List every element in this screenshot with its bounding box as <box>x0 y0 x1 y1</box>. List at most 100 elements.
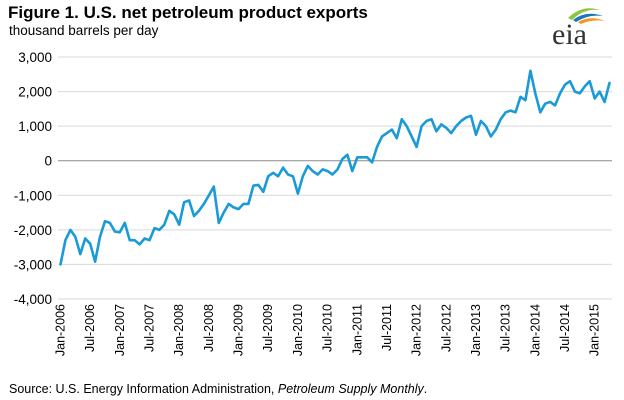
data-point <box>307 165 309 167</box>
data-point <box>247 203 249 205</box>
logo-swoosh-orange <box>578 18 605 24</box>
x-tick-label: Jul-2012 <box>439 304 453 352</box>
data-point <box>584 85 586 87</box>
data-point <box>173 213 175 215</box>
data-point <box>252 184 254 186</box>
data-point <box>549 101 551 103</box>
data-point <box>406 125 408 127</box>
data-point <box>218 222 220 224</box>
data-point <box>242 203 244 205</box>
data-point <box>148 239 150 241</box>
data-point <box>297 192 299 194</box>
data-point <box>411 135 413 137</box>
data-point <box>579 92 581 94</box>
data-point <box>351 170 353 172</box>
data-point <box>129 239 131 241</box>
data-point <box>495 128 497 130</box>
data-point <box>119 231 121 233</box>
data-point <box>564 84 566 86</box>
data-point <box>84 237 86 239</box>
data-point <box>326 170 328 172</box>
x-tick-label: Jan-2011 <box>350 304 364 355</box>
data-point <box>168 210 170 212</box>
data-point <box>143 237 145 239</box>
data-point <box>346 154 348 156</box>
data-point <box>74 236 76 238</box>
data-point <box>430 118 432 120</box>
data-point <box>104 220 106 222</box>
data-point <box>272 172 274 174</box>
data-point <box>529 70 531 72</box>
chart-title: Figure 1. U.S. net petroleum product exp… <box>8 3 368 22</box>
data-point <box>262 191 264 193</box>
data-point <box>401 118 403 120</box>
data-point <box>519 96 521 98</box>
data-point <box>500 118 502 120</box>
y-tick-label: 1,000 <box>18 119 52 134</box>
data-point <box>114 230 116 232</box>
data-point <box>312 170 314 172</box>
x-tick-label: Jan-2007 <box>113 304 127 356</box>
x-tick-label: Jul-2007 <box>143 304 157 352</box>
y-axis-tick-labels: -4,000 -3,000 -2,000 -1,000 0 1,000 2,000 3,000 <box>14 50 52 307</box>
data-point <box>396 137 398 139</box>
y-tick-label: 3,000 <box>18 50 52 65</box>
data-point <box>450 132 452 134</box>
data-point <box>475 134 477 136</box>
data-point <box>178 224 180 226</box>
logo-swoosh-blue <box>573 13 603 22</box>
data-point <box>89 243 91 245</box>
data-point <box>386 132 388 134</box>
data-point <box>287 173 289 175</box>
eia-logo-icon: eia <box>552 8 605 50</box>
data-point <box>188 199 190 201</box>
x-tick-label: Jul-2014 <box>558 304 572 352</box>
data-point <box>223 211 225 213</box>
data-point <box>460 120 462 122</box>
source-suffix: . <box>423 382 428 396</box>
x-axis-tick-labels: Jan-2006 Jul-2006 Jan-2007 Jul-2007 Jan-2008… <box>53 304 601 356</box>
data-point <box>490 135 492 137</box>
data-point <box>257 184 259 186</box>
data-point <box>94 261 96 263</box>
data-point <box>282 166 284 168</box>
source-prefix: Source: U.S. Energy Information Administ… <box>9 382 278 396</box>
source-note: Source: U.S. Energy Information Administ… <box>9 382 427 396</box>
data-point <box>435 130 437 132</box>
x-tick-label: Jan-2008 <box>172 304 186 356</box>
data-point <box>198 210 200 212</box>
data-point <box>193 215 195 217</box>
data-point <box>514 111 516 113</box>
data-point <box>292 175 294 177</box>
data-point <box>440 123 442 125</box>
x-tick-label: Jan-2014 <box>528 304 542 356</box>
source-publication: Petroleum Supply Monthly <box>277 382 424 396</box>
data-point <box>608 82 610 84</box>
data-point <box>163 224 165 226</box>
data-point <box>79 253 81 255</box>
data-point <box>559 92 561 94</box>
x-tick-label: Jan-2013 <box>469 304 483 356</box>
data-point <box>64 239 66 241</box>
data-point <box>420 125 422 127</box>
grid-lines <box>58 56 612 300</box>
data-point <box>455 125 457 127</box>
data-point <box>603 101 605 103</box>
data-point <box>589 80 591 82</box>
x-tick-label: Jan-2015 <box>588 304 602 356</box>
data-point <box>99 236 101 238</box>
data-point <box>598 90 600 92</box>
x-tick-label: Jul-2011 <box>380 304 394 351</box>
chart-subtitle: thousand barrels per day <box>9 23 159 38</box>
data-point <box>544 103 546 105</box>
data-point <box>534 92 536 94</box>
x-tick-label: Jul-2013 <box>499 304 513 352</box>
data-point <box>336 168 338 170</box>
data-point <box>341 158 343 160</box>
data-point <box>569 80 571 82</box>
y-tick-label: -2,000 <box>14 223 52 238</box>
x-tick-label: Jul-2010 <box>321 304 335 352</box>
data-point <box>183 201 185 203</box>
chart-plot: -4,000 -3,000 -2,000 -1,000 0 1,000 2,000 3,000… <box>14 50 612 356</box>
data-point <box>470 115 472 117</box>
